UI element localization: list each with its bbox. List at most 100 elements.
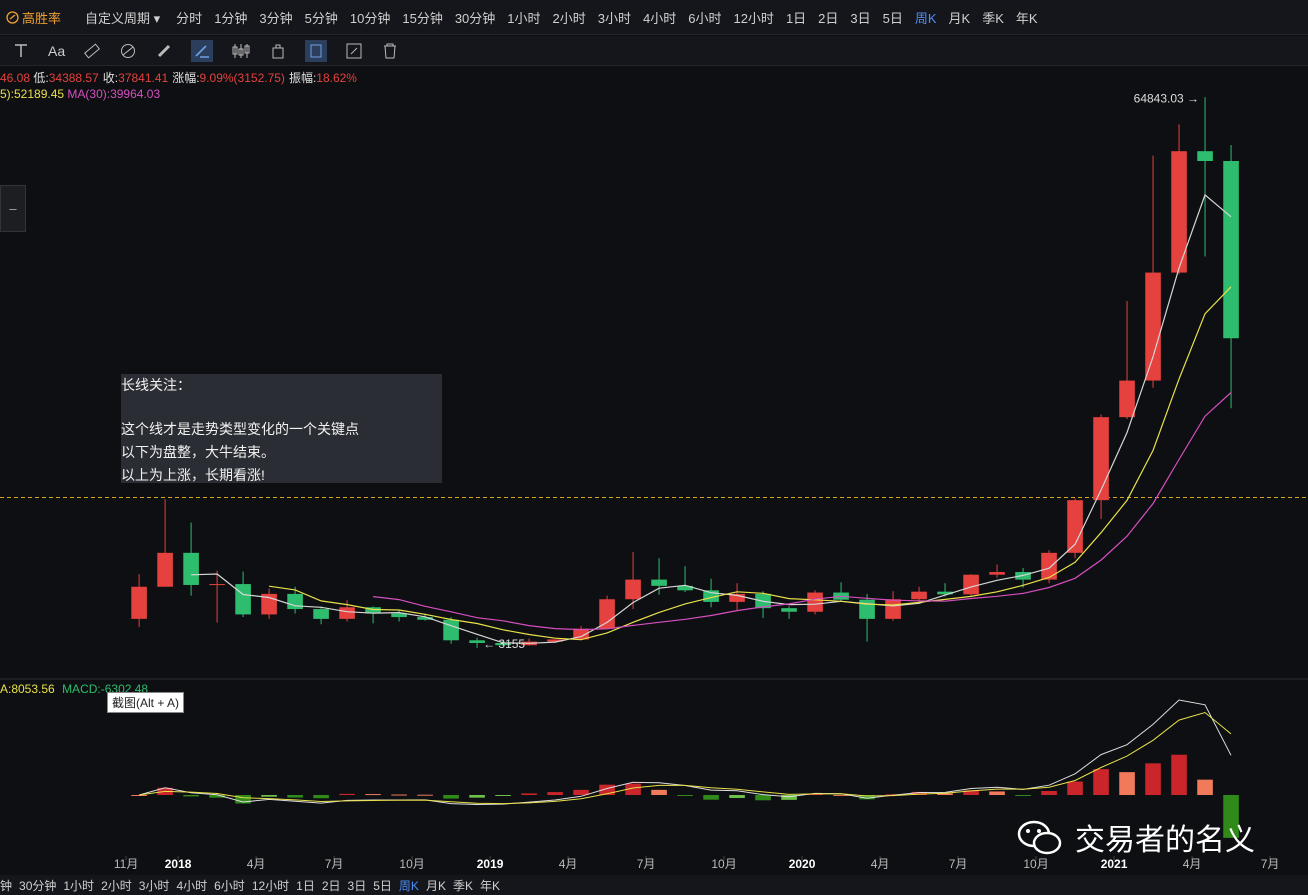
custom-period-label: 自定义周期 <box>85 10 151 26</box>
candle-body <box>339 607 355 619</box>
x-tick-label: 2019 <box>477 857 504 871</box>
period-item[interactable]: 30分钟 <box>454 10 496 26</box>
macd-bar <box>703 795 719 800</box>
candle-body <box>157 552 173 587</box>
period-item[interactable]: 1小时 <box>63 878 95 893</box>
period-item[interactable]: 1日 <box>785 10 807 26</box>
font-tool[interactable]: Aa <box>48 42 66 59</box>
macd-bar <box>417 794 433 796</box>
period-item[interactable]: 3日 <box>347 878 367 893</box>
magnet-tool[interactable] <box>305 39 328 62</box>
period-item[interactable]: 周K <box>398 878 419 893</box>
annotation-box[interactable]: 长线关注： 这个线才是走势类型变化的一个关键点 以下为盘整，大牛结束。 以上为上涨，… <box>121 374 442 483</box>
macd-bar <box>339 793 355 795</box>
candle-body <box>183 552 199 585</box>
period-item[interactable]: 10分钟 <box>349 10 391 26</box>
period-item[interactable]: 6小时 <box>214 878 245 893</box>
period-item[interactable]: 5日 <box>882 10 903 26</box>
period-item[interactable]: 1分钟 <box>214 10 248 26</box>
candle-body <box>1119 380 1135 418</box>
macd-bar <box>235 795 251 804</box>
period-item[interactable]: 5日 <box>373 878 392 893</box>
macd-bar <box>313 795 329 799</box>
annotation-lines: 这个线才是走势类型变化的一个关键点 以下为盘整，大牛结束。 以上为上涨，长期看涨! <box>121 418 442 487</box>
macd-bar <box>807 793 823 795</box>
period-item[interactable]: 2日 <box>818 10 839 26</box>
candle-body <box>911 591 927 600</box>
period-item[interactable]: 年K <box>479 878 500 893</box>
candle-body <box>313 609 329 619</box>
macd-bar <box>833 794 849 796</box>
macd-bar <box>469 795 485 798</box>
macd-line <box>139 711 1232 805</box>
candle-body <box>859 599 875 619</box>
lock-tool[interactable] <box>269 42 287 60</box>
candle-body <box>495 642 511 646</box>
x-tick-label: 10月 <box>399 857 424 871</box>
period-item[interactable]: 5分钟 <box>304 10 338 26</box>
period-item[interactable]: 15分钟 <box>402 10 443 26</box>
macd-bar <box>1171 754 1187 795</box>
macd-bar <box>495 795 511 796</box>
candle-body <box>1067 500 1083 553</box>
brush-tool[interactable] <box>191 39 214 62</box>
text-tool[interactable] <box>12 42 30 60</box>
period-item[interactable]: 分时 <box>176 10 203 26</box>
watermark: 交易者的名义 <box>1015 815 1255 859</box>
period-item[interactable]: 2日 <box>321 878 341 893</box>
macd-bar <box>781 795 797 800</box>
side-panel[interactable]: – <box>0 185 26 232</box>
shape-tool[interactable] <box>119 42 137 60</box>
x-tick-label: 7月 <box>325 857 344 871</box>
period-item[interactable]: 12小时 <box>251 878 290 893</box>
candle-tool[interactable] <box>231 42 251 60</box>
drawing-toolbar: Aa <box>0 36 1308 66</box>
candle-body <box>989 572 1005 575</box>
period-item[interactable]: 3分钟 <box>259 10 293 26</box>
period-item[interactable]: 6小时 <box>688 10 722 26</box>
period-item[interactable]: 4小时 <box>176 878 208 893</box>
candle-body <box>781 608 797 612</box>
ruler-tool[interactable] <box>83 42 101 60</box>
period-item[interactable]: 季K <box>452 878 473 893</box>
macd-bar <box>1119 772 1135 795</box>
candle-body <box>287 593 303 610</box>
period-item[interactable]: 年K <box>1015 10 1038 26</box>
macd-bar <box>261 795 277 797</box>
pen-tool[interactable] <box>155 42 173 60</box>
period-item[interactable]: 季K <box>982 10 1004 26</box>
candle-body <box>1145 272 1161 381</box>
period-item[interactable]: 月K <box>948 10 971 26</box>
period-item[interactable]: 1小时 <box>507 10 541 26</box>
macd-bar <box>755 795 771 801</box>
macd-bar <box>443 795 459 799</box>
period-item[interactable]: 3小时 <box>138 878 170 893</box>
macd-bar <box>547 792 563 795</box>
info-value: 18.62% <box>316 71 357 85</box>
delete-tool[interactable] <box>381 42 399 60</box>
ma-line <box>373 392 1232 631</box>
period-item[interactable]: 4小时 <box>643 10 677 26</box>
macd-bar <box>677 795 693 796</box>
brand[interactable]: 高胜率 <box>6 8 61 27</box>
low-label: ← 3155 <box>483 637 525 651</box>
period-item[interactable]: 3小时 <box>597 10 631 26</box>
edit-tool[interactable] <box>345 42 363 60</box>
period-item[interactable]: 2小时 <box>101 878 132 893</box>
x-tick-label: 2018 <box>165 857 192 871</box>
custom-period[interactable]: 自定义周期 ▾ <box>85 10 161 26</box>
period-item[interactable]: 周K <box>914 10 937 26</box>
period-item[interactable]: 2小时 <box>552 10 586 26</box>
info-value: 9.09%(3152.75) <box>199 71 285 85</box>
info-label: 收: <box>102 71 119 85</box>
candle-body <box>963 574 979 595</box>
period-item[interactable]: 月K <box>425 878 446 893</box>
period-item[interactable]: 3日 <box>850 10 871 26</box>
info-value: 37841.41 <box>118 71 169 85</box>
candle-body <box>131 586 147 619</box>
period-item[interactable]: 12小时 <box>733 10 774 26</box>
period-item[interactable]: 30分钟 <box>19 878 57 893</box>
period-item[interactable]: 钟 <box>0 878 13 893</box>
period-item[interactable]: 1日 <box>296 878 315 893</box>
